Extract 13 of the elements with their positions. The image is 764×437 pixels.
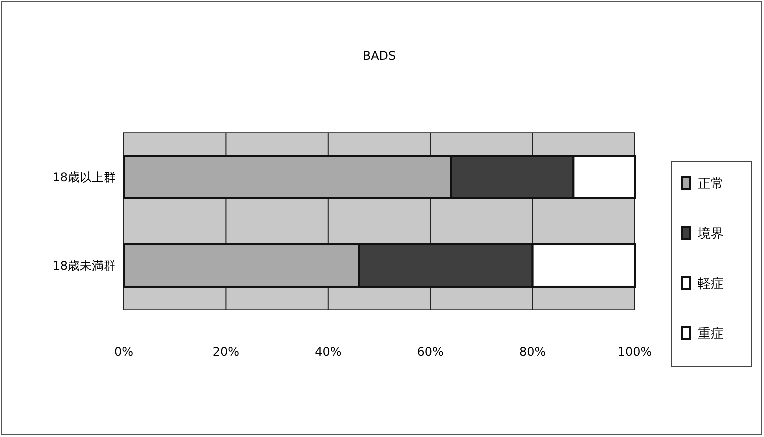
x-tick-label: 40% [315,345,342,359]
x-tick-label: 60% [417,345,444,359]
y-tick-label: 18歳以上群 [52,170,116,184]
legend-label: 正常 [698,177,724,192]
x-tick-label: 0% [114,345,134,359]
y-tick-label: 18歳未満群 [52,258,116,273]
legend-label: 重症 [698,327,724,342]
legend-label: 軽症 [698,277,724,292]
x-tick-label: 100% [618,345,652,359]
x-tick-label: 20% [212,345,240,359]
chart-title: BADS [362,49,396,63]
legend-label: 境界 [697,226,724,242]
x-tick-label: 80% [519,345,546,359]
